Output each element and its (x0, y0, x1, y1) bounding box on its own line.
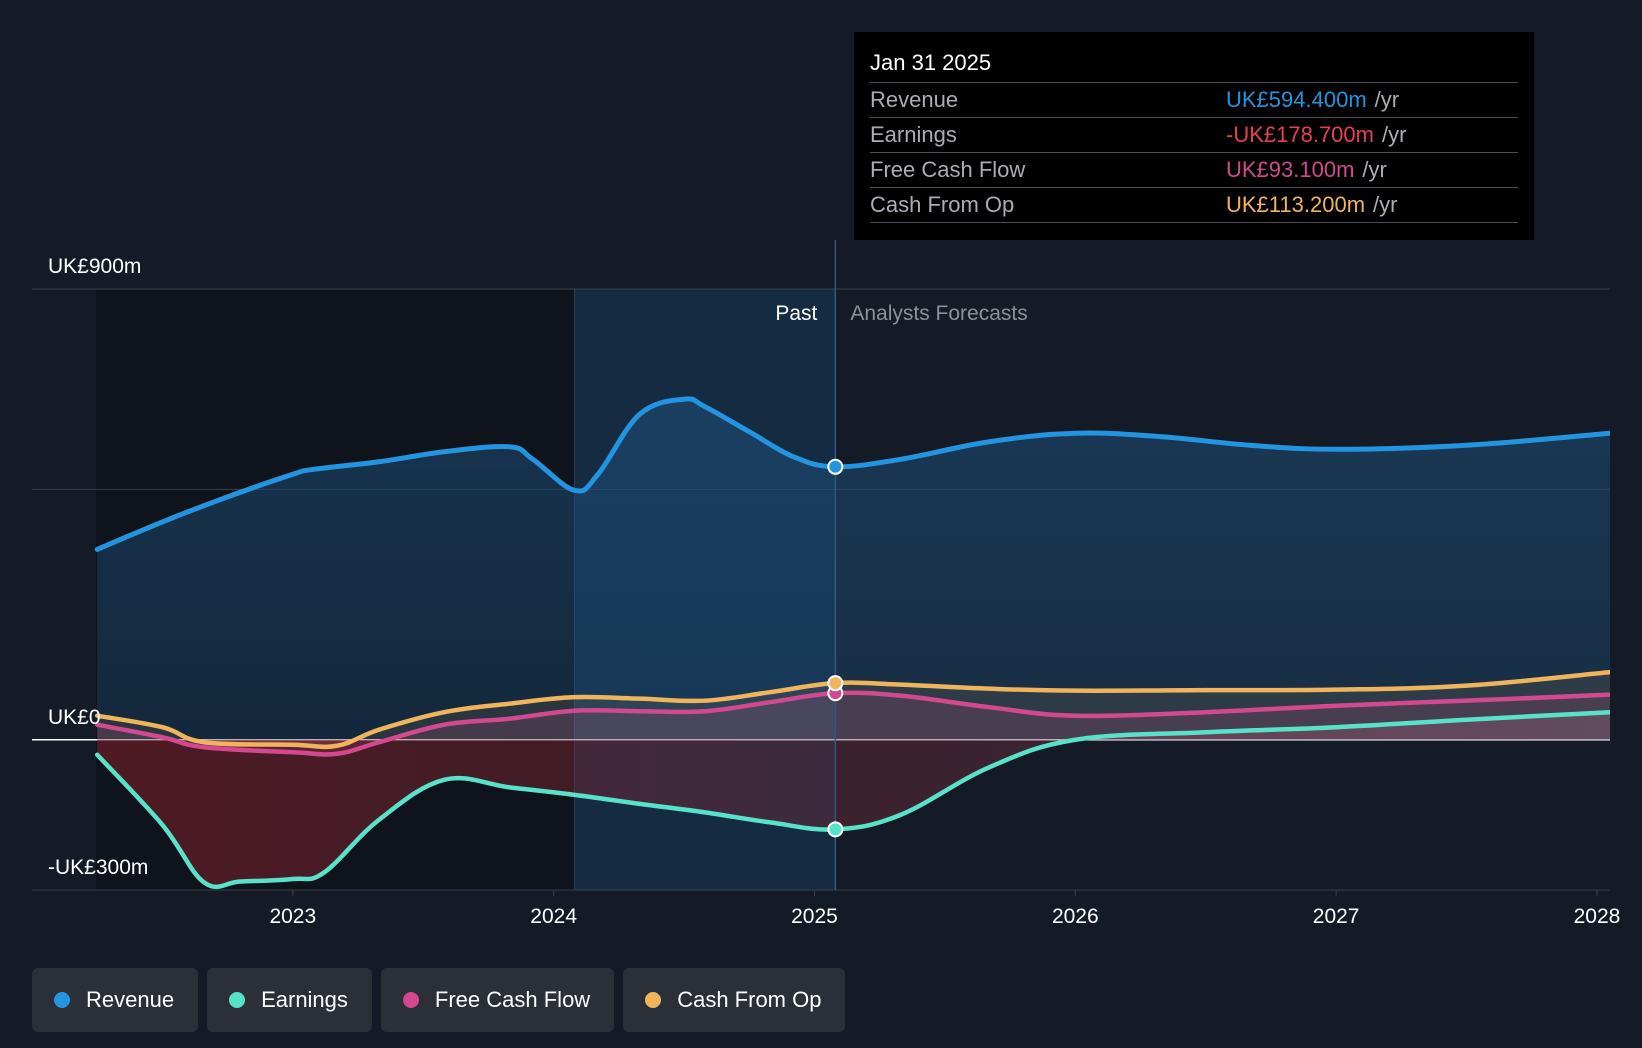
y-axis-label: UK£0 (48, 706, 101, 729)
x-axis-label: 2025 (791, 905, 838, 928)
x-axis-label: 2026 (1052, 905, 1099, 928)
chart-legend: Revenue Earnings Free Cash Flow Cash Fro… (32, 968, 846, 1032)
tooltip-row-cash-from-op: Cash From Op UK£113.200m /yr (870, 188, 1518, 223)
area-free-cash-flow (97, 692, 1610, 755)
legend-label: Revenue (86, 987, 175, 1012)
x-axis-label: 2027 (1313, 905, 1360, 928)
legend-dot-icon (229, 992, 246, 1008)
line-free-cash-flow (94, 690, 1610, 757)
x-axis-label: 2028 (1574, 905, 1621, 928)
legend-item-revenue[interactable]: Revenue (32, 968, 199, 1032)
tooltip-unit: /yr (1374, 87, 1400, 112)
area-earnings (97, 712, 1610, 887)
tooltip-label: Earnings (870, 122, 957, 147)
legend-dot-icon (645, 992, 662, 1008)
tooltip-value: UK£113.200m (1226, 192, 1366, 217)
data-tooltip: Jan 31 2025 Revenue UK£594.400m /yr Earn… (854, 32, 1534, 240)
marker-cash-from-op (827, 675, 844, 692)
tooltip-date: Jan 31 2025 (870, 48, 1518, 83)
past-label: Past (775, 302, 817, 325)
tooltip-label: Free Cash Flow (870, 157, 1026, 182)
tooltip-unit: /yr (1362, 157, 1387, 182)
line-cash-from-op (94, 669, 1610, 750)
tooltip-label: Revenue (870, 87, 959, 112)
tooltip-label: Cash From Op (870, 192, 1015, 217)
x-axis-label: 2024 (530, 905, 577, 928)
legend-item-earnings[interactable]: Earnings (207, 968, 372, 1032)
tooltip-unit: /yr (1381, 122, 1407, 147)
marker-revenue (827, 458, 844, 475)
legend-label: Free Cash Flow (434, 987, 591, 1012)
line-revenue (94, 396, 1610, 552)
line-earnings (94, 709, 1610, 890)
y-axis-label: UK£900m (48, 255, 141, 278)
area-revenue (97, 398, 1610, 740)
tooltip-row-free-cash-flow: Free Cash Flow UK£93.100m /yr (870, 153, 1518, 188)
x-axis-label: 2023 (269, 905, 316, 928)
forecast-label: Analysts Forecasts (850, 302, 1027, 325)
y-axis-label: -UK£300m (48, 856, 148, 879)
legend-item-free-cash-flow[interactable]: Free Cash Flow (380, 968, 615, 1032)
tooltip-value: UK£594.400m (1226, 87, 1367, 112)
legend-item-cash-from-op[interactable]: Cash From Op (623, 968, 846, 1032)
tooltip-row-earnings: Earnings -UK£178.700m /yr (870, 118, 1518, 153)
tooltip-unit: /yr (1373, 192, 1398, 217)
legend-label: Cash From Op (677, 987, 822, 1012)
legend-dot-icon (402, 992, 419, 1008)
marker-earnings (827, 821, 844, 838)
tooltip-value: UK£93.100m (1226, 157, 1355, 182)
tooltip-value: -UK£178.700m (1226, 122, 1374, 147)
tooltip-row-revenue: Revenue UK£594.400m /yr (870, 83, 1518, 118)
legend-label: Earnings (261, 987, 348, 1012)
legend-dot-icon (54, 992, 70, 1008)
